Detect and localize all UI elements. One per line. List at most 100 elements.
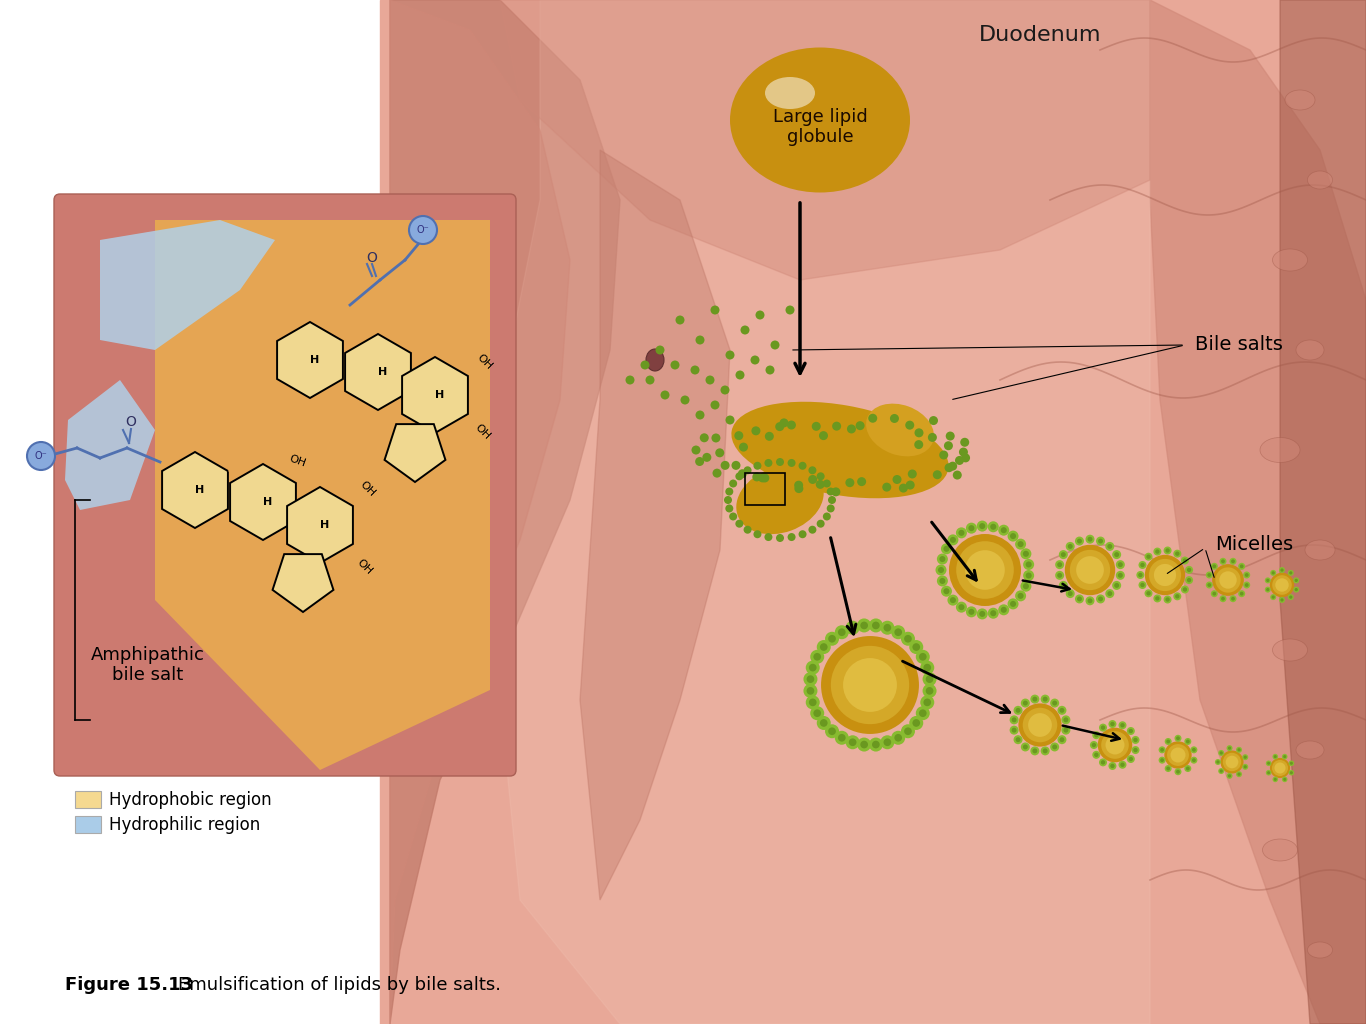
Circle shape xyxy=(959,447,968,457)
Circle shape xyxy=(1061,716,1071,724)
Circle shape xyxy=(1227,773,1232,779)
Circle shape xyxy=(1128,729,1132,733)
Circle shape xyxy=(1112,550,1121,559)
Polygon shape xyxy=(380,0,1366,1024)
Text: O: O xyxy=(366,251,377,265)
Circle shape xyxy=(1101,760,1105,765)
Ellipse shape xyxy=(749,62,892,178)
Circle shape xyxy=(880,735,895,750)
Circle shape xyxy=(979,523,985,529)
Polygon shape xyxy=(500,0,1150,280)
Circle shape xyxy=(914,440,923,450)
Circle shape xyxy=(872,622,880,630)
Circle shape xyxy=(751,426,761,435)
Circle shape xyxy=(1186,566,1193,573)
Circle shape xyxy=(944,588,949,594)
Polygon shape xyxy=(346,334,411,410)
Circle shape xyxy=(1096,537,1105,546)
Circle shape xyxy=(1149,559,1182,591)
Circle shape xyxy=(1279,567,1285,573)
Circle shape xyxy=(1276,579,1288,592)
Circle shape xyxy=(821,636,919,734)
Circle shape xyxy=(988,521,999,532)
Circle shape xyxy=(1290,771,1294,774)
Ellipse shape xyxy=(1259,437,1300,463)
Polygon shape xyxy=(402,357,469,433)
Circle shape xyxy=(968,609,974,614)
Circle shape xyxy=(910,640,923,654)
Circle shape xyxy=(904,727,912,735)
Circle shape xyxy=(820,719,828,727)
Circle shape xyxy=(1060,708,1064,713)
Circle shape xyxy=(1009,726,1019,734)
Circle shape xyxy=(754,462,761,470)
Circle shape xyxy=(735,431,743,440)
Circle shape xyxy=(799,530,806,539)
Polygon shape xyxy=(273,554,333,612)
Circle shape xyxy=(948,595,959,605)
Circle shape xyxy=(1050,742,1059,752)
Circle shape xyxy=(1272,571,1274,574)
Circle shape xyxy=(729,479,738,487)
Circle shape xyxy=(835,731,848,744)
Circle shape xyxy=(1019,703,1061,746)
Circle shape xyxy=(1115,583,1119,588)
Circle shape xyxy=(626,376,634,384)
Circle shape xyxy=(1061,583,1065,588)
Circle shape xyxy=(1212,564,1244,596)
Circle shape xyxy=(1009,601,1016,607)
Circle shape xyxy=(892,475,902,484)
Circle shape xyxy=(1290,595,1292,599)
Circle shape xyxy=(1057,735,1067,744)
Circle shape xyxy=(776,458,784,466)
Circle shape xyxy=(940,578,945,584)
Polygon shape xyxy=(163,452,228,528)
Circle shape xyxy=(725,416,735,425)
Text: OH: OH xyxy=(475,353,494,372)
Circle shape xyxy=(856,618,872,633)
Circle shape xyxy=(1270,570,1276,575)
Circle shape xyxy=(1111,722,1115,726)
Circle shape xyxy=(945,431,955,440)
Circle shape xyxy=(1176,770,1180,774)
Circle shape xyxy=(695,336,705,344)
Circle shape xyxy=(1184,765,1191,772)
Circle shape xyxy=(1059,550,1068,559)
Polygon shape xyxy=(391,0,570,1024)
Circle shape xyxy=(765,534,772,541)
Circle shape xyxy=(1060,737,1064,742)
Ellipse shape xyxy=(1296,741,1324,759)
Circle shape xyxy=(882,482,891,492)
Circle shape xyxy=(1120,723,1124,727)
Circle shape xyxy=(1229,558,1236,565)
Circle shape xyxy=(914,428,923,437)
Circle shape xyxy=(691,445,701,455)
Circle shape xyxy=(1068,591,1072,596)
Circle shape xyxy=(846,735,859,750)
Circle shape xyxy=(1146,591,1150,596)
Text: Hydrophobic region: Hydrophobic region xyxy=(109,791,272,809)
Polygon shape xyxy=(581,150,729,900)
Circle shape xyxy=(1268,771,1270,774)
Polygon shape xyxy=(391,0,620,1024)
Circle shape xyxy=(1175,594,1179,599)
Circle shape xyxy=(966,522,977,534)
Ellipse shape xyxy=(738,53,903,186)
Circle shape xyxy=(1131,746,1139,754)
Circle shape xyxy=(1272,760,1288,776)
Circle shape xyxy=(1087,598,1093,603)
Circle shape xyxy=(1119,761,1127,769)
Circle shape xyxy=(1057,562,1063,567)
Circle shape xyxy=(899,483,908,493)
Circle shape xyxy=(1242,764,1249,770)
Polygon shape xyxy=(1280,0,1366,1024)
Circle shape xyxy=(1134,748,1138,753)
Circle shape xyxy=(1009,534,1016,539)
Circle shape xyxy=(944,441,953,451)
Circle shape xyxy=(902,724,915,738)
Circle shape xyxy=(817,520,825,527)
Circle shape xyxy=(1105,542,1115,551)
Circle shape xyxy=(1238,772,1240,776)
Circle shape xyxy=(1193,758,1195,762)
Circle shape xyxy=(1115,552,1119,557)
